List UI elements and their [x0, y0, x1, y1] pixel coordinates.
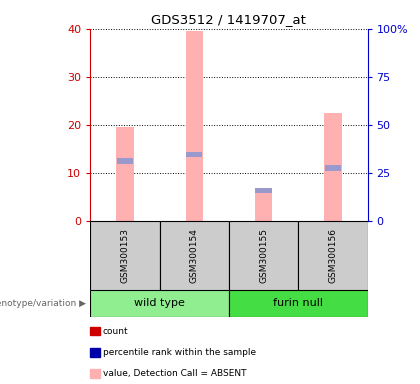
Title: GDS3512 / 1419707_at: GDS3512 / 1419707_at [152, 13, 306, 26]
Text: value, Detection Call = ABSENT: value, Detection Call = ABSENT [103, 369, 247, 378]
Bar [324, 113, 341, 221]
Bar [325, 165, 341, 171]
Text: genotype/variation ▶: genotype/variation ▶ [0, 299, 86, 308]
Bar [186, 31, 203, 221]
Bar [229, 221, 298, 290]
Text: percentile rank within the sample: percentile rank within the sample [103, 348, 256, 357]
Bar [90, 221, 160, 290]
Text: GSM300155: GSM300155 [259, 228, 268, 283]
Text: GSM300153: GSM300153 [121, 228, 129, 283]
Bar [229, 290, 368, 317]
Bar [116, 127, 134, 221]
Bar [298, 221, 368, 290]
Text: GSM300156: GSM300156 [328, 228, 337, 283]
Text: count: count [103, 327, 129, 336]
Bar [255, 188, 272, 194]
Text: GSM300154: GSM300154 [190, 228, 199, 283]
Bar [186, 152, 202, 157]
Text: furin null: furin null [273, 298, 323, 308]
Text: wild type: wild type [134, 298, 185, 308]
Bar [160, 221, 229, 290]
Bar [117, 158, 133, 164]
Bar [255, 190, 272, 221]
Bar [90, 290, 229, 317]
